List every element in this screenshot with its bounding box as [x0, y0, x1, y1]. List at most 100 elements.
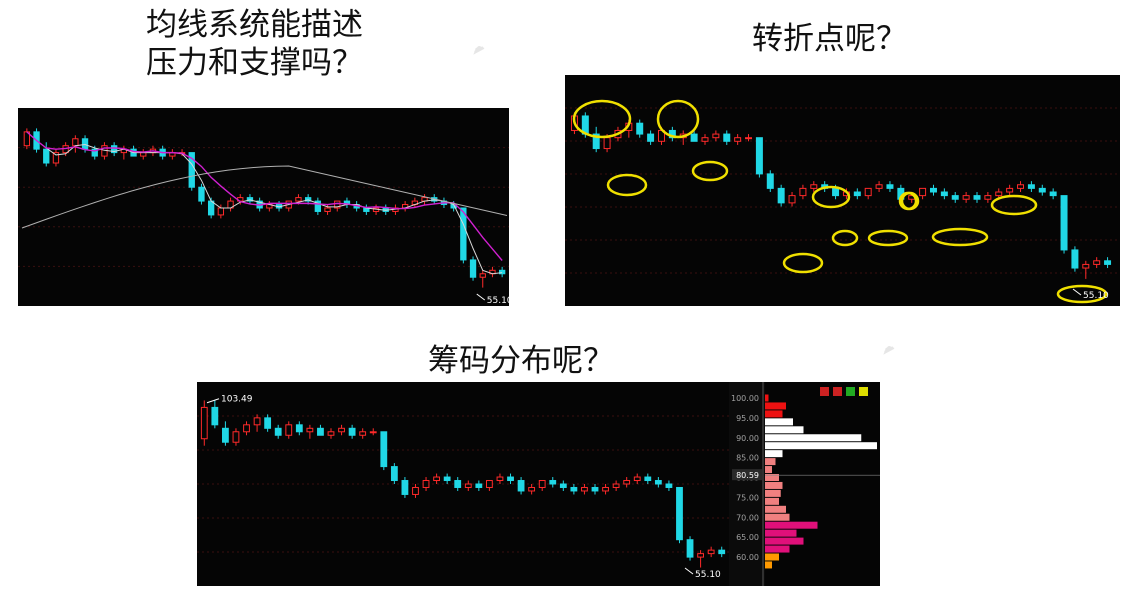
candle-body	[359, 431, 367, 436]
candle-body	[517, 480, 525, 492]
chip-bar	[765, 402, 786, 410]
low-marker	[1072, 288, 1082, 296]
chip-bar	[765, 561, 772, 569]
turning-point-highlight	[606, 173, 648, 197]
candle-body	[864, 187, 872, 197]
candle-body	[314, 200, 322, 212]
chip-bar	[765, 505, 786, 513]
candle-body	[654, 480, 662, 485]
candle-body	[591, 486, 599, 492]
candle-body	[929, 187, 937, 193]
candle-body	[246, 197, 254, 202]
candle-body	[603, 137, 611, 150]
candle-body	[592, 133, 600, 150]
chip-chart-panel: 103.4955.10100.0095.0090.0085.0080.0075.…	[197, 382, 880, 586]
candle-body	[327, 431, 335, 436]
candle-body	[633, 476, 641, 482]
candle-body	[1104, 260, 1112, 265]
candle-body	[875, 184, 883, 189]
candle-body	[810, 184, 818, 189]
high-price-label: 103.49	[221, 395, 253, 405]
ma-line-white	[26, 131, 503, 275]
candle-body	[1049, 191, 1057, 197]
turning-point-highlight	[656, 99, 700, 139]
current-price-label: 80.59	[736, 471, 759, 480]
price-tick-label: 85.00	[736, 454, 759, 463]
candle-body	[43, 148, 50, 164]
candle-body	[995, 191, 1003, 197]
watermark: ☁	[467, 37, 487, 59]
candle-body	[390, 466, 398, 482]
candle-body	[232, 431, 240, 443]
candle-body	[528, 486, 536, 492]
candle-body	[745, 137, 753, 140]
low-price-label: 55.10	[1083, 291, 1109, 301]
candle-body	[140, 152, 147, 157]
turning-point-highlight	[572, 99, 632, 139]
current-price-box	[732, 469, 762, 481]
low-price-label: 55.10	[695, 570, 721, 580]
candle-body	[443, 476, 451, 482]
candle-body	[723, 133, 731, 142]
candle-body	[919, 187, 927, 197]
candle-body	[853, 191, 861, 197]
candle-body	[718, 549, 726, 555]
chip-bar	[765, 418, 793, 426]
candle-body	[1038, 187, 1046, 193]
price-tick-label: 90.00	[736, 434, 759, 443]
candle-body	[1017, 184, 1025, 189]
chip-chart: 103.4955.10100.0095.0090.0085.0080.0075.…	[197, 382, 880, 586]
candle-body	[1093, 260, 1101, 265]
candle-body	[422, 480, 430, 488]
price-tick-label: 75.00	[736, 493, 759, 502]
candle-body	[507, 476, 514, 482]
chip-toolbar-icon	[846, 387, 855, 396]
candle-body	[475, 483, 483, 488]
candle-body	[665, 483, 673, 488]
candle-body	[647, 133, 655, 142]
candle-body	[207, 200, 215, 216]
candle-body	[777, 187, 785, 204]
candle-body	[454, 480, 462, 488]
chip-bar	[765, 442, 877, 450]
candle-body	[697, 553, 705, 558]
title-chip: 筹码分布呢？	[428, 343, 614, 379]
candle-body	[110, 145, 118, 154]
candle-body	[200, 406, 208, 440]
candle-body	[570, 486, 578, 492]
chip-bar	[765, 489, 781, 497]
candle-body	[1060, 195, 1068, 251]
turning-point-highlight	[990, 194, 1038, 216]
candle-body	[479, 273, 486, 278]
chip-bar	[765, 537, 804, 545]
chip-bar	[765, 474, 779, 481]
candle-body	[496, 476, 504, 482]
candle-body	[690, 133, 698, 142]
price-tick-label: 100.00	[731, 394, 759, 403]
candle-body	[636, 122, 644, 135]
candle-body	[612, 483, 620, 488]
candle-body	[602, 486, 609, 492]
chip-bar	[765, 545, 790, 553]
candle-body	[581, 486, 588, 492]
chip-bar	[765, 450, 783, 458]
candle-body	[766, 173, 774, 189]
price-tick-label: 70.00	[736, 513, 759, 522]
candle-body	[253, 417, 261, 426]
candle-body	[1006, 187, 1014, 193]
chip-bar	[765, 434, 862, 442]
candle-body	[217, 207, 225, 216]
candle-body	[348, 427, 356, 436]
chip-bar	[765, 458, 776, 466]
candle-body	[243, 424, 250, 433]
candle-body	[832, 187, 840, 197]
chip-bar	[765, 529, 797, 537]
ma-line-gray	[21, 165, 508, 229]
candle-body	[676, 486, 683, 541]
candle-body	[306, 427, 314, 433]
chip-bar	[765, 426, 804, 434]
candle-body	[81, 138, 89, 150]
candle-body	[1082, 263, 1090, 269]
candle-body	[973, 195, 981, 200]
chip-bar	[765, 513, 790, 521]
